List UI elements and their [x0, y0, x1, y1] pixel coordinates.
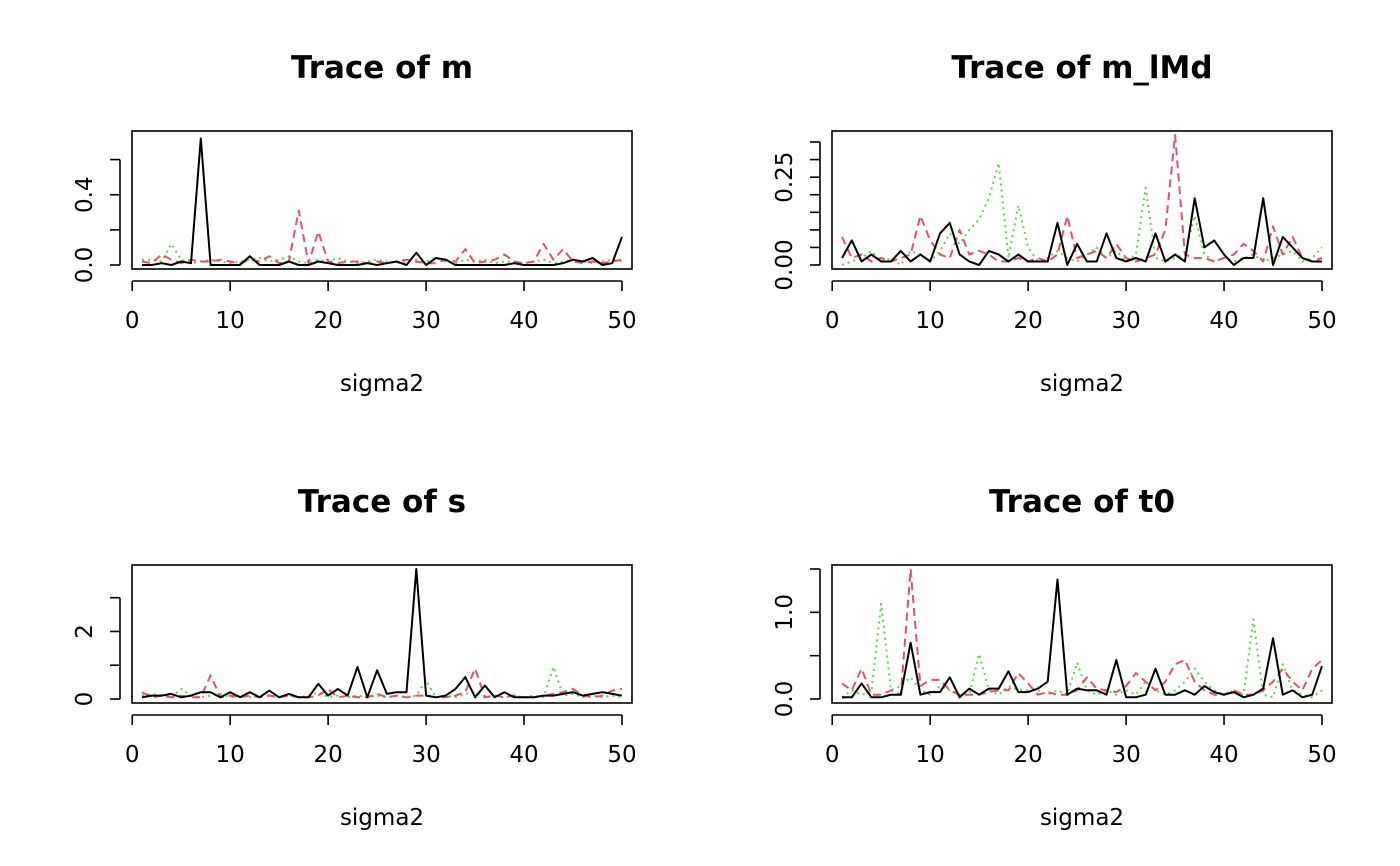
x-tick-label: 30	[1111, 308, 1140, 334]
x-tick-label: 0	[825, 742, 840, 768]
plot-frame	[831, 564, 1333, 704]
series-line-3	[841, 602, 1323, 699]
y-tick-label: 0.25	[772, 152, 798, 203]
x-tick-label: 50	[607, 742, 636, 768]
x-tick-label: 30	[411, 308, 440, 334]
x-axis-title: sigma2	[1040, 805, 1124, 831]
x-axis: 0 10 20 30 40 50	[825, 280, 1337, 334]
series-line-1	[842, 578, 1323, 699]
y-axis: 0.00 0.25	[772, 141, 821, 291]
chart-panel-4: Trace of t0 0 10 20 30 40 50 sigma2 0.0 1.0	[772, 484, 1337, 831]
chart-panel-1: Trace of m 0 10 20 30 40 50 sigma2 0.0 0.4	[72, 50, 637, 397]
x-tick-label: 0	[125, 742, 140, 768]
y-tick-label: 2	[72, 624, 98, 639]
chart-title: Trace of m_lMd	[951, 50, 1212, 86]
x-tick-label: 20	[1013, 742, 1042, 768]
y-tick-label: 0.00	[772, 239, 798, 290]
x-tick-label: 50	[1307, 742, 1336, 768]
series-line-2	[841, 134, 1323, 263]
x-tick-label: 20	[313, 308, 342, 334]
plot-frame	[131, 564, 633, 704]
x-tick-label: 40	[509, 742, 538, 768]
y-axis: 02	[72, 596, 121, 707]
y-axis: 0.0 1.0	[772, 568, 821, 718]
x-tick-label: 30	[411, 742, 440, 768]
chart-title: Trace of m	[291, 50, 473, 86]
x-axis: 0 10 20 30 40 50	[125, 280, 637, 334]
y-tick-label: 1.0	[772, 594, 798, 631]
series-line-2	[141, 209, 623, 265]
series-line-1	[141, 568, 623, 699]
x-tick-label: 20	[313, 742, 342, 768]
x-axis-title: sigma2	[1040, 371, 1124, 397]
series-line-1	[142, 137, 623, 266]
series-line-1	[841, 197, 1322, 266]
chart-title: Trace of t0	[989, 484, 1175, 520]
y-tick-label: 0.4	[72, 176, 98, 213]
x-axis: 0 10 20 30 40 50	[125, 714, 637, 768]
y-tick-label: 0.0	[72, 247, 98, 284]
x-tick-label: 50	[607, 308, 636, 334]
chart-panel-2: Trace of m_lMd 0 10 20 30 40 50 sigma2 0.00 0.25	[772, 50, 1337, 397]
x-tick-label: 40	[1209, 742, 1238, 768]
series-line-2	[841, 568, 1323, 696]
x-tick-label: 50	[1307, 308, 1336, 334]
x-tick-label: 0	[825, 308, 840, 334]
y-tick-label: 0.0	[772, 681, 798, 718]
x-tick-label: 40	[1209, 308, 1238, 334]
x-tick-label: 10	[916, 742, 945, 768]
chart-title: Trace of s	[298, 484, 466, 520]
x-tick-label: 20	[1013, 308, 1042, 334]
x-tick-label: 30	[1111, 742, 1140, 768]
x-axis-title: sigma2	[340, 805, 424, 831]
x-axis-title: sigma2	[340, 371, 424, 397]
x-tick-label: 10	[216, 308, 245, 334]
y-axis: 0.0 0.4	[72, 158, 121, 284]
x-tick-label: 40	[509, 308, 538, 334]
y-tick-label: 0	[72, 692, 98, 707]
plot-frame	[831, 130, 1333, 270]
plot-frame	[131, 130, 633, 270]
x-axis: 0 10 20 30 40 50	[825, 714, 1337, 768]
x-tick-label: 10	[916, 308, 945, 334]
x-tick-label: 10	[216, 742, 245, 768]
x-tick-label: 0	[125, 308, 140, 334]
